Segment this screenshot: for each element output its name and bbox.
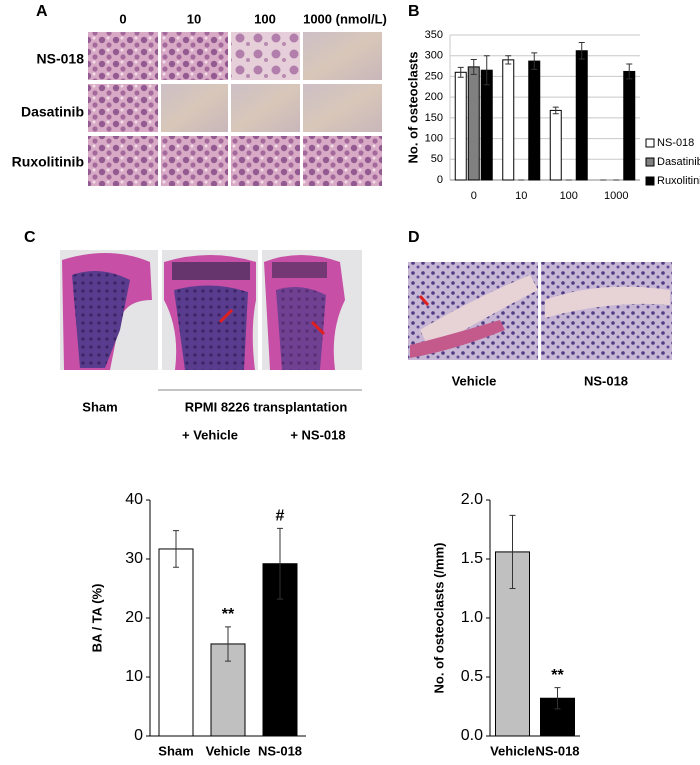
y-tick-label: 250 xyxy=(425,70,443,82)
x-tick-label: Vehicle xyxy=(206,743,251,758)
x-tick-label: 1000 xyxy=(604,190,628,202)
row-label: NS-018 xyxy=(37,51,85,67)
y-tick-label: 100 xyxy=(425,132,443,144)
row-label: Ruxolitinib xyxy=(12,154,84,170)
y-axis-label: No. of osteoclasts xyxy=(405,52,420,164)
y-tick-label: 2.0 xyxy=(461,491,483,508)
legend-label: NS-018 xyxy=(657,137,694,149)
y-tick-label: 10 xyxy=(125,668,143,685)
legend-swatch xyxy=(645,138,655,148)
error-bar xyxy=(626,63,633,80)
image-label: Vehicle xyxy=(452,373,497,388)
significance-label: ** xyxy=(551,667,564,684)
panel-letter: B xyxy=(408,3,420,20)
y-tick-label: 20 xyxy=(125,609,143,626)
x-tick-label: 10 xyxy=(515,190,527,202)
row-label: Dasatinib xyxy=(21,104,84,120)
error-bar xyxy=(552,106,559,115)
legend-label: Dasatinib xyxy=(657,156,700,168)
panel-letter: C xyxy=(24,229,36,246)
error-bar xyxy=(470,58,477,75)
bar xyxy=(575,50,588,181)
legend-swatch xyxy=(645,157,655,167)
x-tick-label: 0 xyxy=(471,190,477,202)
y-tick-label: 0.0 xyxy=(461,727,483,744)
y-tick-label: 0 xyxy=(437,174,443,186)
micrograph-grid xyxy=(88,32,382,186)
group-label: + Vehicle xyxy=(182,427,238,442)
image-label: NS-018 xyxy=(584,373,628,388)
column-label: 100 xyxy=(254,11,276,26)
column-label: 10 xyxy=(187,11,201,26)
bar xyxy=(158,548,194,737)
histology-images xyxy=(408,262,672,360)
y-tick-label: 150 xyxy=(425,112,443,124)
group-label: Sham xyxy=(82,399,117,414)
y-tick-label: 350 xyxy=(425,29,443,41)
error-bar xyxy=(277,527,283,600)
y-axis-label: No. of osteoclasts (/mm) xyxy=(431,543,446,694)
y-tick-label: 30 xyxy=(125,550,143,567)
column-label: 0 xyxy=(119,11,126,26)
x-tick-label: 100 xyxy=(560,190,578,202)
error-bar xyxy=(173,530,179,568)
bar xyxy=(502,59,515,181)
bar xyxy=(623,70,636,181)
error-bar xyxy=(554,687,561,710)
bar xyxy=(480,69,493,181)
y-tick-label: 0 xyxy=(134,727,143,744)
y-tick-label: 1.5 xyxy=(461,550,483,567)
y-tick-label: 0.5 xyxy=(461,668,483,685)
panel-letter: A xyxy=(36,3,48,20)
y-tick-label: 50 xyxy=(431,153,443,165)
bar xyxy=(528,60,541,181)
y-tick-label: 200 xyxy=(425,91,443,103)
significance-label: ** xyxy=(222,606,235,623)
y-tick-label: 40 xyxy=(125,491,143,508)
y-tick-label: 1.0 xyxy=(461,609,483,626)
group-label: RPMI 8226 transplantation xyxy=(185,399,348,414)
error-bar xyxy=(225,626,231,662)
column-label: 1000 (nmol/L) xyxy=(303,11,387,26)
error-bar xyxy=(505,55,512,65)
x-tick-label: NS-018 xyxy=(258,743,302,758)
y-tick-label: 300 xyxy=(425,50,443,62)
x-tick-label: Vehicle xyxy=(490,743,535,758)
error-bar xyxy=(457,66,464,78)
x-tick-label: Sham xyxy=(158,743,193,758)
legend-label: Ruxolitinib xyxy=(657,175,700,187)
significance-label: # xyxy=(276,508,285,525)
error-bar xyxy=(578,41,585,60)
y-axis-label: BA / TA (%) xyxy=(89,584,104,653)
legend-swatch xyxy=(645,176,655,186)
x-tick-label: NS-018 xyxy=(535,743,579,758)
error-bar xyxy=(483,55,490,86)
bar xyxy=(549,109,562,181)
error-bar xyxy=(531,52,538,70)
panel-letter: D xyxy=(408,229,420,246)
bar xyxy=(454,71,467,181)
error-bar xyxy=(509,514,516,589)
bar xyxy=(467,66,480,181)
bone-sections xyxy=(60,250,362,391)
group-label: + NS-018 xyxy=(290,427,345,442)
